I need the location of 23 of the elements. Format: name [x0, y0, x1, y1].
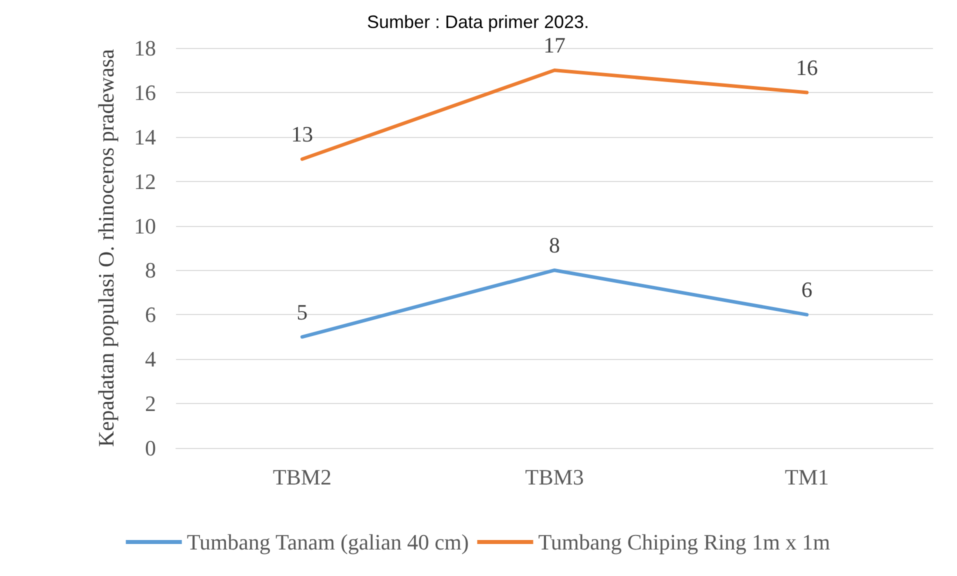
- y-tick-label: 10: [134, 213, 156, 238]
- data-label: 8: [549, 232, 560, 258]
- legend-label: Tumbang Tanam (galian 40 cm): [186, 530, 469, 554]
- data-label: 5: [296, 299, 308, 324]
- y-tick-label: 18: [134, 36, 156, 60]
- y-tick-label: 12: [134, 168, 156, 194]
- data-label: 17: [544, 32, 566, 58]
- y-tick-label: 16: [134, 80, 156, 105]
- y-tick-label: 0: [145, 436, 156, 460]
- legend-label: Tumbang Chiping Ring 1m x 1m: [538, 530, 830, 554]
- y-tick-label: 8: [145, 258, 156, 283]
- x-tick-label: TM1: [784, 464, 829, 490]
- data-label: 13: [291, 122, 314, 147]
- text: Sumber : Data primer 2023.: [366, 12, 590, 32]
- data-label: 6: [801, 277, 812, 302]
- y-axis-title: Kepadatan populasi O. rhinoceros pradewasa: [94, 48, 118, 447]
- x-tick-label: TBM2: [272, 464, 332, 490]
- y-tick-label: 6: [145, 302, 156, 328]
- x-tick-label: TBM3: [525, 464, 584, 490]
- y-tick-label: 14: [134, 124, 156, 150]
- y-tick-label: 2: [145, 391, 156, 416]
- data-label: 16: [796, 54, 818, 80]
- y-tick-label: 4: [145, 346, 156, 372]
